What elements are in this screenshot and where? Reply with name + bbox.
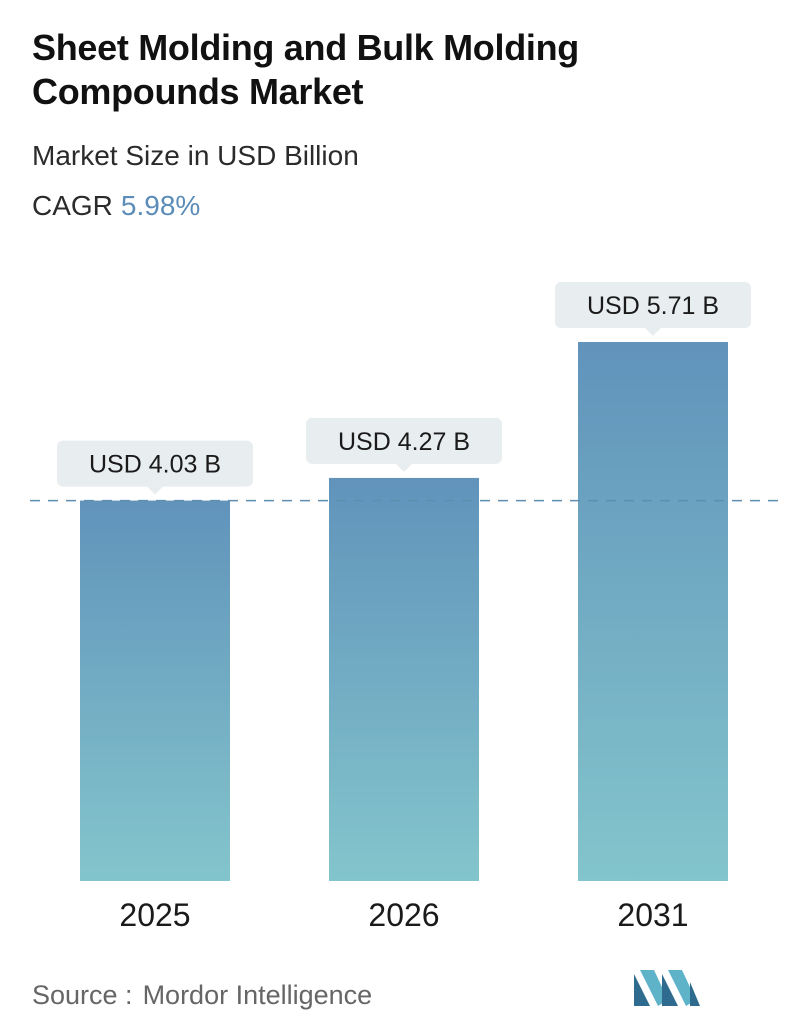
x-tick-2026: 2026: [368, 897, 439, 933]
data-label-bubble: [306, 417, 502, 464]
bar-2031: [578, 342, 728, 881]
data-labels-layer: USD 4.03 B USD 4.27 B USD 5.71 B: [57, 282, 751, 495]
data-label-2026: USD 4.27 B: [306, 417, 502, 472]
data-label-pointer: [147, 486, 163, 495]
data-label-2025: USD 4.03 B: [57, 440, 253, 495]
chart-title: Sheet Molding and Bulk Molding Compounds…: [32, 27, 579, 112]
chart-subtitle: Market Size in USD Billion: [32, 140, 359, 171]
data-label-text: USD 4.03 B: [89, 451, 221, 479]
data-label-text: USD 4.27 B: [338, 428, 470, 456]
cagr-value: 5.98%: [120, 190, 201, 221]
data-label-pointer: [396, 463, 412, 472]
source-label: Source :: [32, 980, 133, 1010]
x-tick-2025: 2025: [119, 897, 190, 933]
data-label-text: USD 5.71 B: [587, 292, 719, 320]
bar-2026: [329, 477, 479, 881]
bar-2025: [80, 500, 230, 881]
mordor-intelligence-logo-icon: [634, 970, 700, 1006]
bars-layer: [80, 342, 728, 881]
data-label-bubble: [555, 282, 751, 328]
cagr-row: CAGR 5.98%: [32, 190, 200, 222]
source-name: Mordor Intelligence: [142, 980, 373, 1010]
data-label-bubble: [57, 440, 253, 487]
cagr-label: CAGR: [32, 190, 113, 221]
source-line: Source : Mordor Intelligence: [32, 980, 372, 1011]
data-label-2031: USD 5.71 B: [555, 282, 751, 336]
x-tick-2031: 2031: [617, 897, 688, 933]
data-label-pointer: [645, 328, 661, 336]
x-axis-ticks: 2025 2026 2031: [119, 897, 688, 933]
